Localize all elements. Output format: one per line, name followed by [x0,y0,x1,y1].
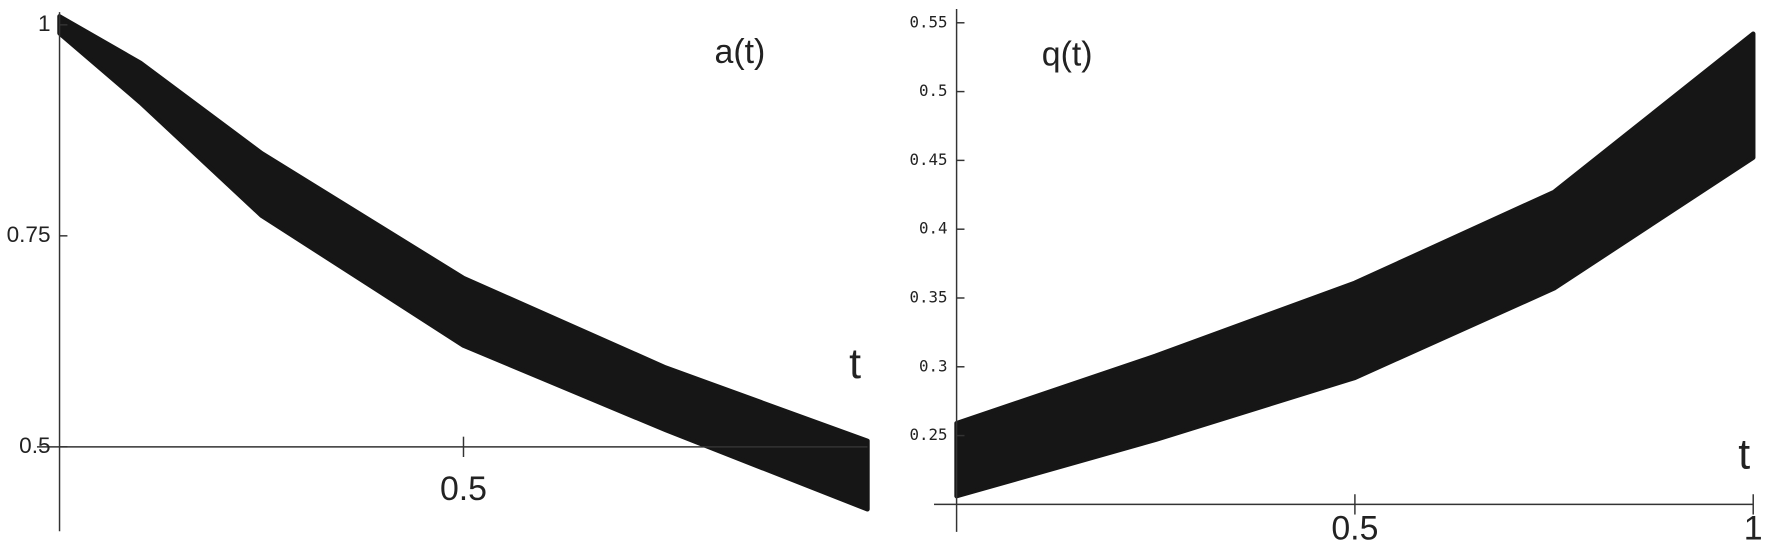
y-tick-label: 0.5 [19,433,50,458]
y-tick-label: 0.35 [910,287,948,306]
chart-title: a(t) [715,33,766,71]
y-tick-label: 0.55 [910,12,948,31]
y-tick-label: 0.45 [910,150,948,169]
y-tick-label: 0.25 [910,425,948,444]
x-tick-label: 0.5 [1331,509,1378,545]
y-tick-label: 0.75 [7,222,51,247]
scatter-band [954,31,1756,499]
y-tick-label: 0.5 [919,81,948,100]
chart-title: q(t) [1042,35,1093,73]
x-axis-label: t [849,340,861,388]
x-tick-label: 0.5 [440,470,487,508]
x-axis-label: t [1738,430,1750,478]
y-tick-label: 1 [38,11,51,36]
x-tick-label: 1 [1744,509,1763,545]
scatter-band [57,14,870,512]
y-tick-label: 0.3 [919,356,948,375]
y-tick-label: 0.4 [919,219,948,238]
